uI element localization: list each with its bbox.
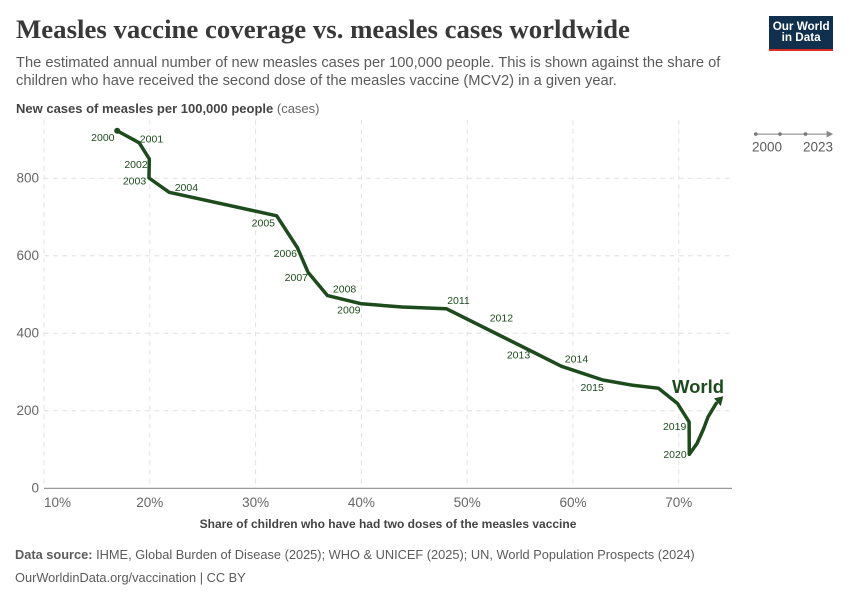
svg-text:2000: 2000 bbox=[91, 132, 115, 144]
svg-text:2007: 2007 bbox=[285, 272, 309, 284]
svg-text:50%: 50% bbox=[454, 495, 481, 510]
svg-text:0: 0 bbox=[31, 481, 39, 496]
svg-text:40%: 40% bbox=[348, 495, 375, 510]
svg-text:800: 800 bbox=[16, 171, 39, 186]
svg-text:2004: 2004 bbox=[175, 182, 199, 194]
svg-text:20%: 20% bbox=[136, 495, 163, 510]
svg-text:2001: 2001 bbox=[140, 134, 164, 146]
svg-text:2011: 2011 bbox=[447, 295, 470, 307]
svg-text:World: World bbox=[672, 376, 724, 397]
svg-text:10%: 10% bbox=[44, 495, 71, 510]
svg-text:2000: 2000 bbox=[752, 140, 782, 155]
svg-text:2023: 2023 bbox=[803, 140, 833, 155]
svg-text:70%: 70% bbox=[665, 495, 692, 510]
svg-text:2006: 2006 bbox=[274, 248, 298, 260]
svg-text:2013: 2013 bbox=[507, 349, 531, 361]
svg-text:2012: 2012 bbox=[490, 312, 514, 324]
svg-text:60%: 60% bbox=[559, 495, 586, 510]
svg-text:2003: 2003 bbox=[123, 175, 147, 187]
svg-text:2019: 2019 bbox=[663, 421, 687, 433]
svg-text:2014: 2014 bbox=[565, 354, 589, 366]
svg-text:400: 400 bbox=[16, 325, 39, 340]
svg-text:2015: 2015 bbox=[580, 382, 604, 394]
svg-text:2005: 2005 bbox=[252, 218, 276, 230]
svg-text:2008: 2008 bbox=[333, 284, 357, 296]
svg-text:200: 200 bbox=[16, 403, 39, 418]
svg-text:600: 600 bbox=[16, 248, 39, 263]
svg-text:2020: 2020 bbox=[663, 449, 687, 461]
svg-text:Share of children who have had: Share of children who have had two doses… bbox=[200, 517, 577, 531]
svg-text:2009: 2009 bbox=[337, 305, 361, 317]
svg-text:2002: 2002 bbox=[124, 159, 148, 171]
svg-text:30%: 30% bbox=[242, 495, 269, 510]
